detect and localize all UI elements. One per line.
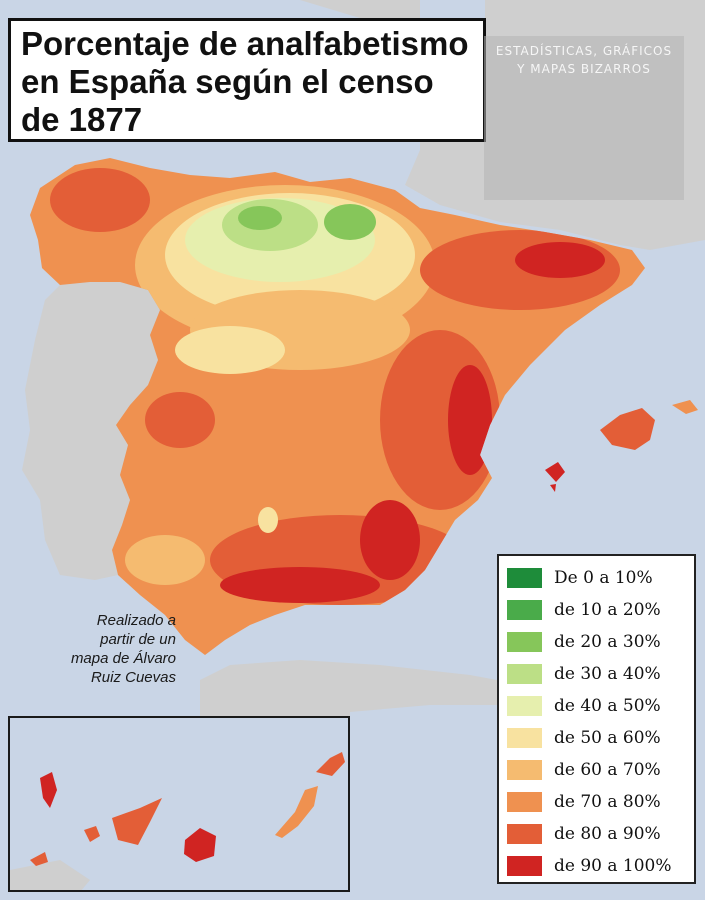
formentera-island <box>550 484 556 492</box>
fuerteventura-island <box>275 786 318 838</box>
legend-swatch <box>507 568 542 588</box>
legend-item: de 40 a 50% <box>507 690 686 722</box>
title-line-3: de 1877 <box>21 101 143 138</box>
legend-swatch <box>507 760 542 780</box>
legend-swatch <box>507 824 542 844</box>
gran-canaria-island <box>184 828 216 862</box>
legend-item: de 90 a 100% <box>507 850 686 882</box>
title-box: Porcentaje de analfabetismo en España se… <box>8 18 486 142</box>
mallorca-island <box>600 408 655 450</box>
legend-label: de 10 a 20% <box>554 600 661 620</box>
africa-land <box>200 660 497 716</box>
africa-coast-inset <box>10 860 90 892</box>
legend-swatch <box>507 856 542 876</box>
legend-item: de 20 a 30% <box>507 626 686 658</box>
credit-note: Realizado a partir de un mapa de Álvaro … <box>6 611 176 687</box>
portugal-land <box>22 282 160 580</box>
menorca-island <box>672 400 698 414</box>
credit-line-4: Ruiz Cuevas <box>90 669 176 686</box>
legend-label: de 70 a 80% <box>554 792 661 812</box>
legend-item: de 70 a 80% <box>507 786 686 818</box>
legend-swatch <box>507 696 542 716</box>
credit-line-1: Realizado a <box>96 612 176 629</box>
legend-item: de 60 a 70% <box>507 754 686 786</box>
legend-label: de 50 a 60% <box>554 728 661 748</box>
legend: De 0 a 10% de 10 a 20% de 20 a 30% de 30… <box>497 554 696 884</box>
credit-line-3: mapa de Álvaro <box>70 650 176 667</box>
legend-item: de 10 a 20% <box>507 594 686 626</box>
legend-item: De 0 a 10% <box>507 562 686 594</box>
ibiza-island <box>545 462 565 482</box>
el-hierro-island <box>30 852 48 866</box>
legend-label: De 0 a 10% <box>554 568 653 588</box>
legend-label: de 20 a 30% <box>554 632 661 652</box>
legend-swatch <box>507 792 542 812</box>
la-gomera-island <box>84 826 100 842</box>
legend-swatch <box>507 600 542 620</box>
canary-islands-inset <box>8 716 350 892</box>
legend-item: de 80 a 90% <box>507 818 686 850</box>
legend-label: de 40 a 50% <box>554 696 661 716</box>
legend-label: de 60 a 70% <box>554 760 661 780</box>
legend-swatch <box>507 664 542 684</box>
la-palma-island <box>40 772 57 808</box>
watermark-line-2: Y MAPAS BIZARROS <box>517 62 651 76</box>
tenerife-island <box>112 798 162 845</box>
legend-item: de 50 a 60% <box>507 722 686 754</box>
legend-label: de 90 a 100% <box>554 856 672 876</box>
legend-swatch <box>507 728 542 748</box>
title-line-2: en España según el censo <box>21 63 434 100</box>
lanzarote-island <box>316 752 345 776</box>
credit-line-2: partir de un <box>100 631 176 648</box>
legend-swatch <box>507 632 542 652</box>
legend-label: de 30 a 40% <box>554 664 661 684</box>
watermark-line-1: ESTADÍSTICAS, GRÁFICOS <box>495 44 673 58</box>
title-line-1: Porcentaje de analfabetismo <box>21 25 469 62</box>
legend-label: de 80 a 90% <box>554 824 661 844</box>
watermark-logo: ESTADÍSTICAS, GRÁFICOS Y MAPAS BIZARROS <box>484 36 684 200</box>
legend-item: de 30 a 40% <box>507 658 686 690</box>
